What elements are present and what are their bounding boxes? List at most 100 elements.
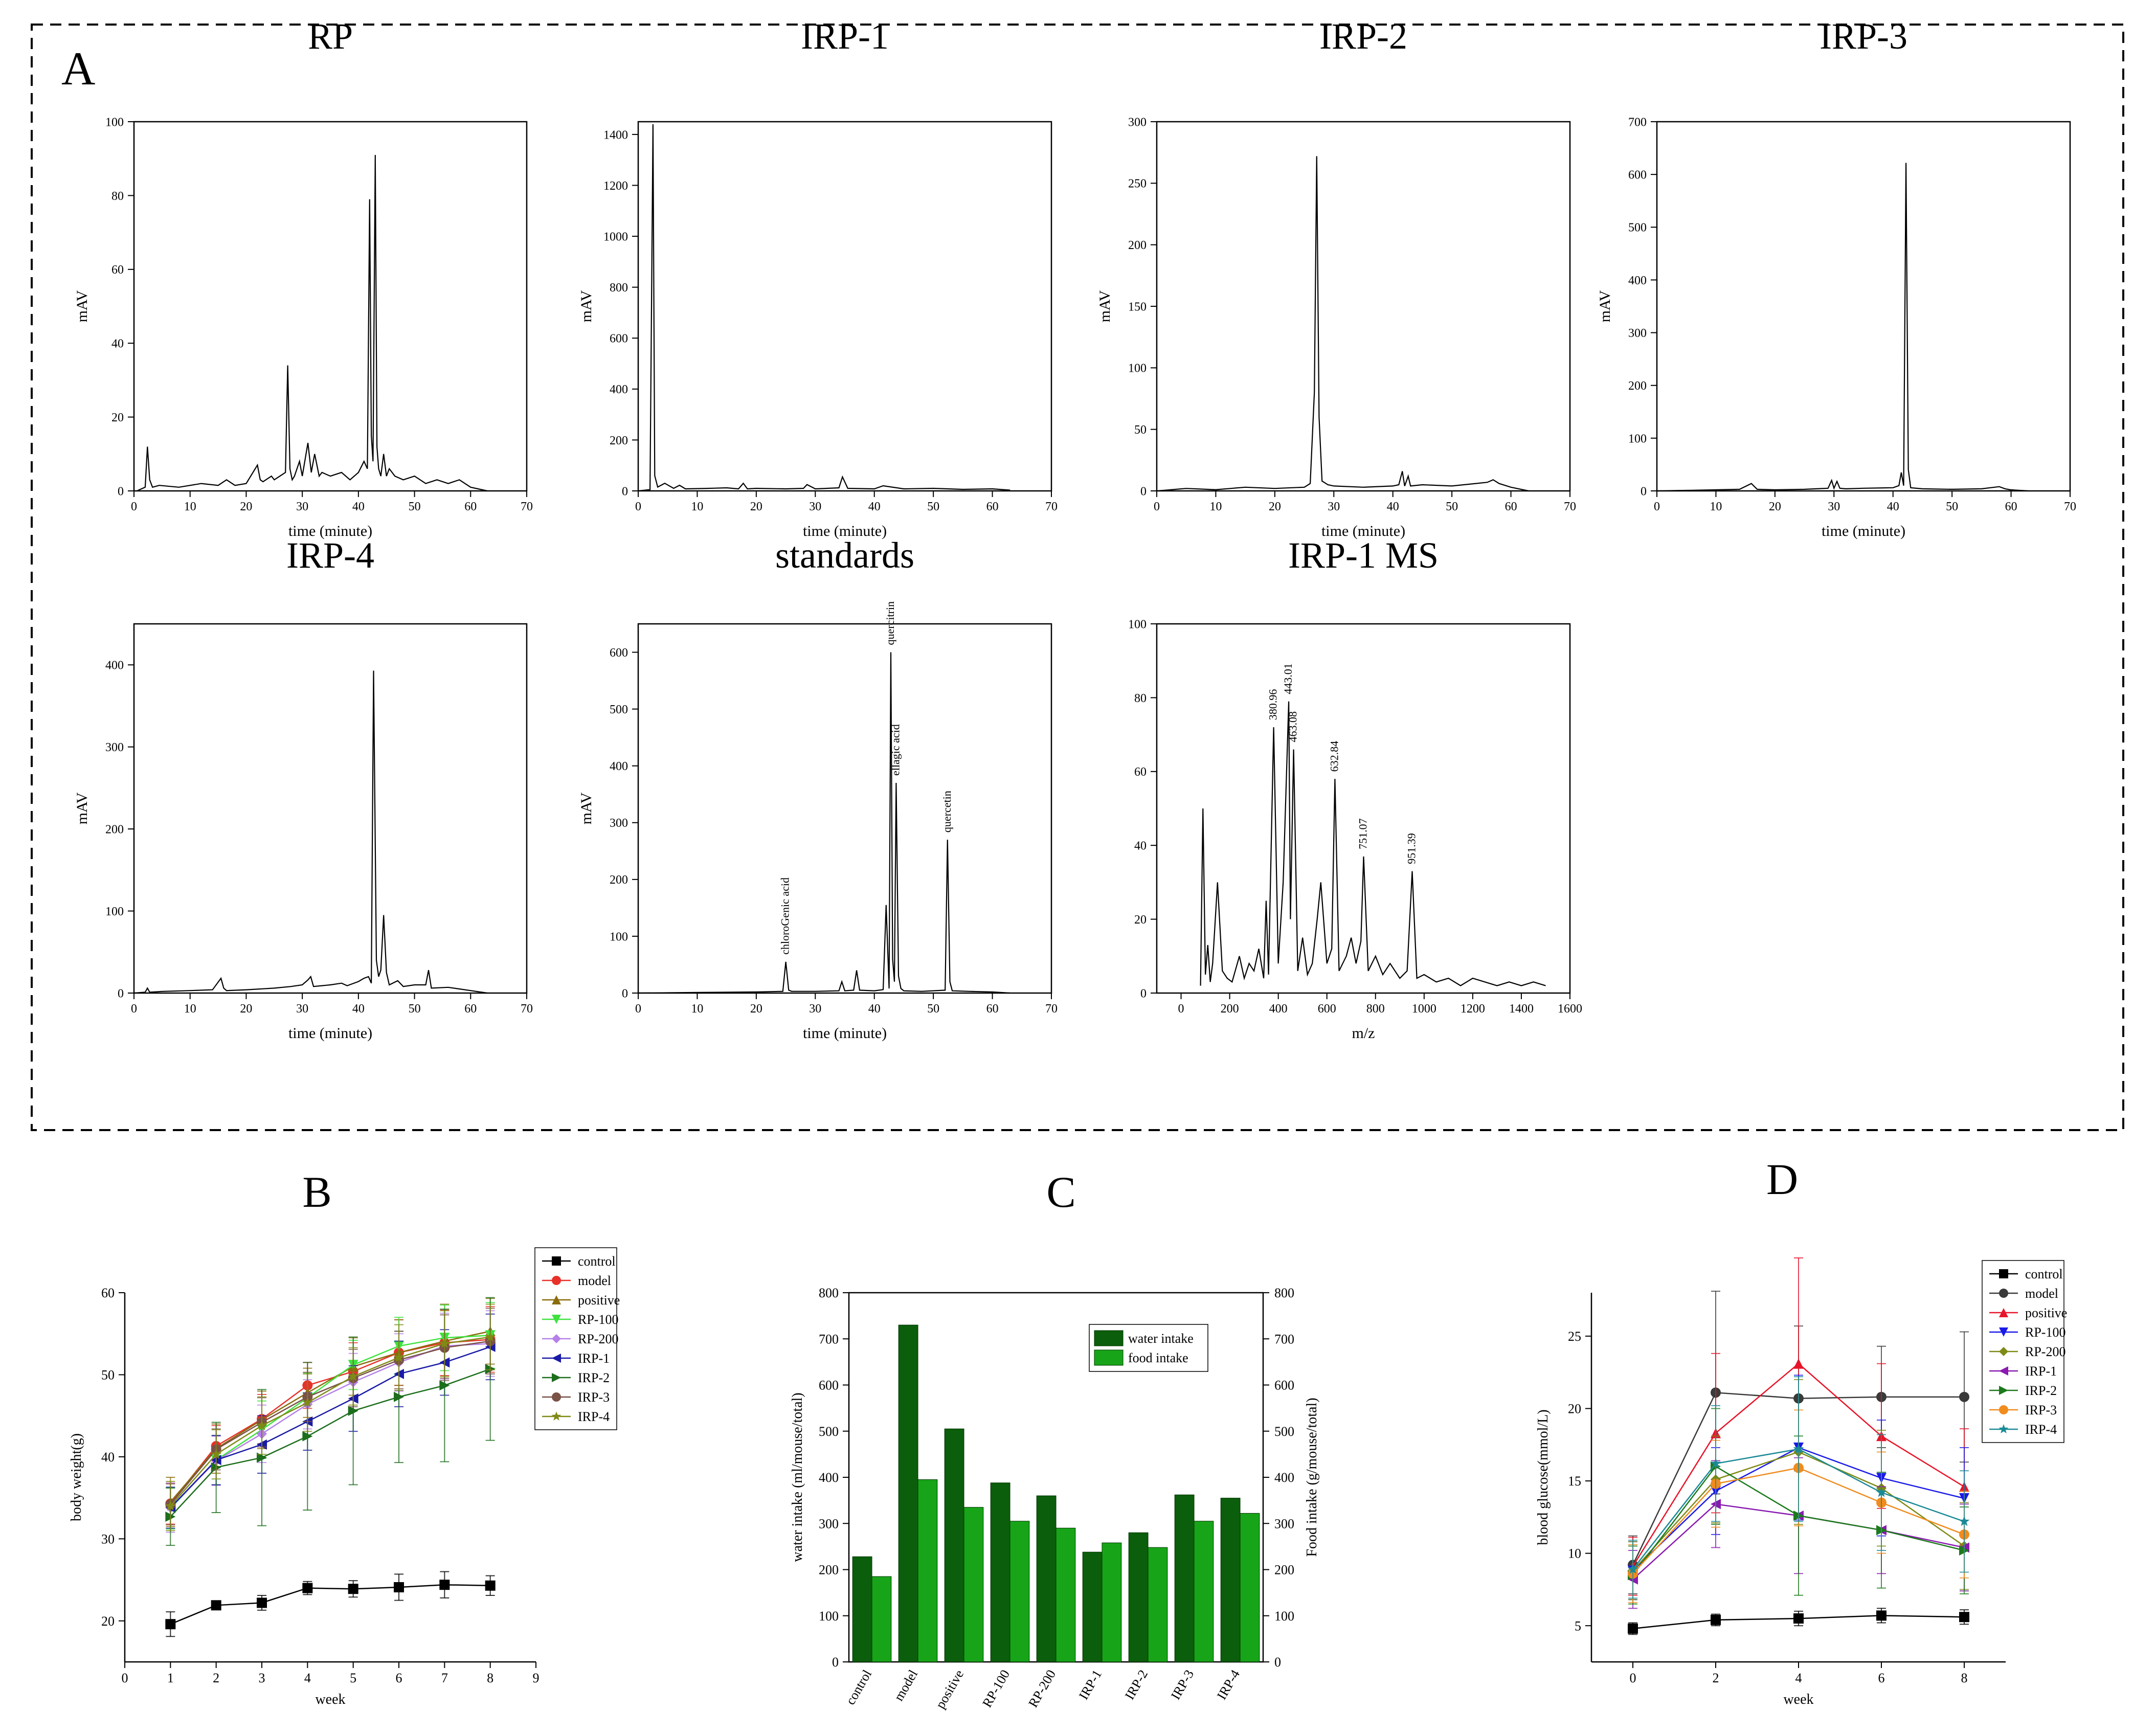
y-tick-label: 300 — [819, 1516, 839, 1531]
x-tick-label: 70 — [1045, 500, 1058, 513]
bar-water-intake — [1174, 1494, 1195, 1662]
panel-a-dashed-frame — [31, 24, 2124, 1131]
y2-axis-label: Food intake (g/mouse/total) — [1304, 1398, 1320, 1557]
bar-food-intake — [871, 1576, 892, 1662]
x-tick-label: 1 — [167, 1671, 174, 1685]
trace-line — [1156, 156, 1529, 492]
x-tick-label: 0 — [1630, 1671, 1636, 1685]
data-point — [439, 1338, 450, 1348]
x-tick-label: 50 — [409, 1002, 421, 1016]
x-tick-label: 10 — [1710, 500, 1722, 513]
x-axis-label: week — [315, 1692, 345, 1707]
y-tick-label: 200 — [819, 1563, 839, 1578]
y-tick-label: 20 — [111, 411, 124, 424]
series-line — [170, 1331, 490, 1502]
data-point — [1627, 1563, 1638, 1574]
x-tick-label: 0 — [1178, 1002, 1184, 1016]
chart-title: IRP-3 — [1820, 16, 1907, 57]
x-tick-label: 3 — [259, 1671, 265, 1685]
x-tick-label: 2 — [1713, 1671, 1719, 1685]
x-axis-label: time (minute) — [1321, 523, 1405, 539]
y-tick-label: 600 — [610, 646, 628, 660]
x-tick-label: 70 — [2064, 500, 2076, 513]
data-point — [552, 1373, 561, 1382]
x-tick-label: 0 — [131, 1002, 137, 1016]
legend-label: IRP-2 — [2025, 1383, 2057, 1398]
y-tick-label: 100 — [819, 1609, 839, 1624]
legend-label: IRP-3 — [578, 1390, 610, 1405]
legend-label: IRP-1 — [578, 1351, 610, 1366]
data-point — [1999, 1289, 2008, 1298]
y-tick-label: 0 — [1140, 485, 1147, 498]
x-tick-label: 50 — [927, 500, 939, 513]
y-tick-label: 300 — [1128, 116, 1147, 129]
y-tick-label: 300 — [1628, 327, 1647, 340]
y-tick-label: 200 — [105, 823, 124, 837]
x-tick-label: 30 — [1828, 500, 1840, 513]
legend-label: food intake — [1128, 1350, 1188, 1365]
peak-label: chloroGenic acid — [779, 877, 792, 955]
x-tick-label: 0 — [1654, 500, 1660, 513]
x-tick-label: 50 — [409, 500, 421, 513]
legend-label: IRP-4 — [578, 1409, 610, 1424]
y-tick-label: 1000 — [603, 230, 628, 243]
x-tick-label: 20 — [1769, 500, 1781, 513]
y2-tick-label: 300 — [1274, 1516, 1294, 1531]
y-tick-label: 600 — [1628, 169, 1647, 182]
series-line — [170, 1339, 490, 1504]
x-tick-label: 30 — [1328, 500, 1340, 513]
x-tick-label: 40 — [352, 1002, 365, 1016]
chart-irp-3: 0 10 20 30 40 50 60 700100200300400500600700IRP… — [1597, 16, 2076, 539]
y-tick-label: 0 — [622, 485, 628, 498]
bar-food-intake — [1055, 1527, 1076, 1662]
y-tick-label: 20 — [1568, 1402, 1581, 1416]
data-point — [394, 1582, 404, 1592]
x-tick-label: 30 — [809, 500, 821, 513]
data-point — [1876, 1487, 1887, 1497]
x-tick-label: 30 — [809, 1002, 821, 1016]
data-point — [165, 1500, 176, 1511]
trace-line — [133, 670, 488, 994]
y-tick-label: 150 — [1128, 300, 1147, 313]
plot-frame — [133, 623, 528, 994]
bar-water-intake — [990, 1482, 1010, 1662]
x-tick-label: 400 — [1269, 1002, 1288, 1016]
data-point — [552, 1295, 561, 1304]
bar-food-intake — [1194, 1521, 1214, 1662]
bar-food-intake — [917, 1479, 938, 1662]
data-point — [256, 1420, 267, 1430]
y-tick-label: 100 — [105, 905, 124, 918]
peak-label: 380.96 — [1267, 689, 1279, 720]
y-tick-label: 60 — [1134, 765, 1147, 779]
x-tick-label: 8 — [487, 1671, 493, 1685]
data-point — [302, 1583, 313, 1593]
series-irp-4 — [165, 1303, 496, 1532]
x-tick-label: 60 — [464, 500, 477, 513]
chart-irp-1: 0 10 20 30 40 50 60 70 0 200 400 600 800 1000 1200 1400… — [578, 16, 1058, 539]
series-irp-2 — [165, 1297, 496, 1546]
peak-label: quercetin — [940, 791, 953, 832]
y2-tick-label: 200 — [1274, 1563, 1294, 1578]
y-tick-label: 20 — [1134, 913, 1147, 927]
y-axis-label: mAV — [74, 792, 91, 824]
y-tick-label: 60 — [101, 1286, 115, 1300]
x-tick-label: 2 — [213, 1671, 219, 1685]
x-axis-label: time (minute) — [288, 523, 372, 539]
x-tick-label: 10 — [691, 500, 703, 513]
y-tick-label: 40 — [1134, 840, 1147, 853]
panel-letter-a: A — [61, 42, 95, 95]
y-axis-label: mAV — [1597, 290, 1613, 322]
data-point — [1998, 1424, 2009, 1433]
data-point — [1999, 1269, 2008, 1278]
y-tick-label: 20 — [101, 1614, 115, 1629]
y-tick-label: 400 — [610, 760, 628, 773]
x-tick-label: 20 — [750, 1002, 762, 1016]
data-point — [1793, 1358, 1804, 1369]
legend: control model positive RP-100 RP-200 IRP-1 IRP… — [1982, 1260, 2067, 1443]
legend-label: control — [578, 1254, 616, 1269]
y-axis-label: mAV — [578, 792, 595, 824]
x-tick-label: 50 — [1446, 500, 1458, 513]
y-axis-label: body weight(g) — [69, 1433, 84, 1521]
series-line — [170, 1335, 490, 1509]
